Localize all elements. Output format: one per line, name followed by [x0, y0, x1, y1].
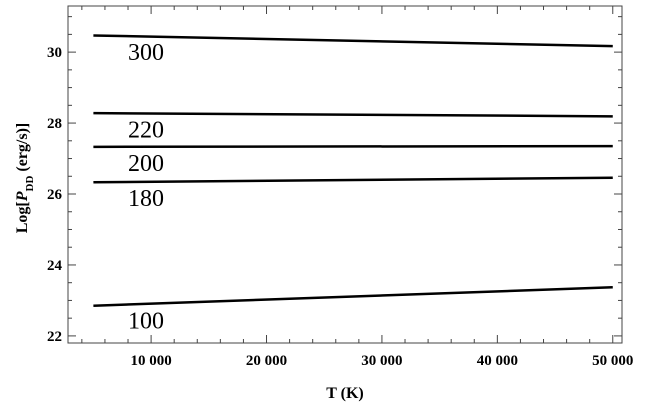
y-tick-label: 24 [47, 258, 63, 274]
series-label: 200 [128, 151, 164, 177]
y-axis-title-prefix: Log[ [14, 201, 31, 233]
x-tick-label: 20 000 [246, 353, 287, 369]
series-line-300 [93, 34, 613, 48]
series-label: 300 [128, 40, 164, 66]
series-line-220 [93, 111, 613, 118]
x-tick-label: 40 000 [477, 353, 518, 369]
series-line-180 [93, 176, 613, 184]
x-tick-label: 50 000 [592, 353, 633, 369]
x-tick-label: 10 000 [130, 353, 171, 369]
series-label: 100 [128, 309, 164, 335]
series-label: 220 [128, 117, 164, 143]
y-axis-title: Log[PDD (erg/s)] [14, 123, 36, 234]
y-axis-title-sub: DD [24, 176, 36, 192]
series-line-100 [93, 286, 613, 308]
plot-frame [67, 5, 623, 344]
y-tick-label: 28 [47, 116, 62, 132]
series-label: 180 [128, 186, 164, 212]
x-axis-title: T (K) [326, 385, 363, 402]
plot-area: 10 000 20 000 30 000 40 000 50 000 22 24 26 28 30… [47, 5, 633, 369]
series-line-200 [93, 144, 613, 149]
y-axis-title-var: P [14, 191, 31, 202]
y-tick-label: 26 [47, 187, 63, 203]
y-tick-label: 30 [47, 45, 62, 61]
y-tick-label: 22 [47, 329, 62, 345]
y-axis-title-suffix: (erg/s)] [14, 123, 31, 176]
x-tick-label: 30 000 [361, 353, 402, 369]
